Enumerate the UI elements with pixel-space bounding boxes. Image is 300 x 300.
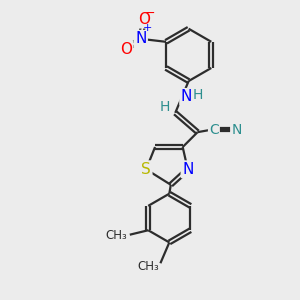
Text: N: N [232, 123, 242, 137]
Text: H: H [160, 100, 170, 115]
Text: C: C [209, 123, 219, 137]
Text: N: N [135, 31, 146, 46]
Text: N: N [181, 89, 192, 104]
Text: CH₃: CH₃ [106, 229, 128, 242]
Text: +: + [142, 22, 152, 32]
Text: O: O [120, 42, 132, 57]
Text: N: N [182, 162, 194, 177]
Text: −: − [145, 7, 155, 20]
Text: H: H [193, 88, 203, 102]
Text: O: O [138, 12, 150, 27]
Text: S: S [141, 162, 151, 177]
Text: CH₃: CH₃ [137, 260, 159, 273]
